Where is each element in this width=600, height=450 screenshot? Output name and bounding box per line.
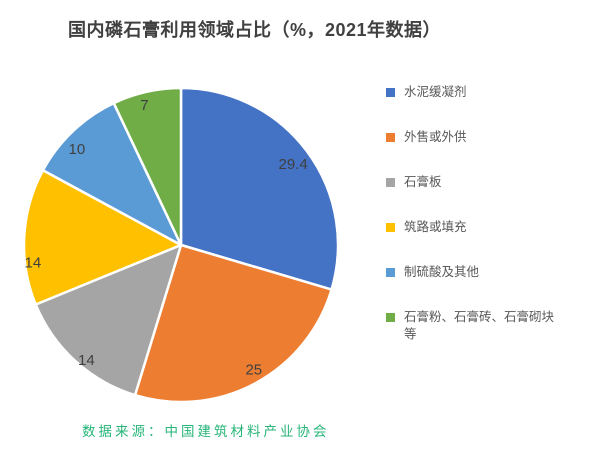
- legend-swatch-icon: [386, 178, 395, 187]
- legend-item-6: 石膏粉、石膏砖、石膏砌块等: [386, 309, 561, 343]
- pie-slice-3: [34, 243, 183, 397]
- legend-item-5: 制硫酸及其他: [386, 264, 561, 281]
- pie-slice-value-5: 10: [69, 141, 86, 158]
- pie-slice-2: [133, 243, 333, 404]
- legend-label: 制硫酸及其他: [404, 265, 480, 279]
- pie-slice-4: [22, 169, 183, 306]
- pie-slice-value-3: 14: [78, 352, 95, 369]
- legend-item-1: 水泥缓凝剂: [386, 84, 561, 101]
- legend-swatch-icon: [386, 223, 395, 232]
- legend-item-2: 外售或外供: [386, 129, 561, 146]
- legend-swatch-icon: [386, 88, 395, 97]
- legend-label: 筑路或填充: [404, 220, 467, 234]
- pie-slice-value-4: 14: [25, 255, 42, 272]
- legend-label: 石膏粉、石膏砖、石膏砌块等: [404, 310, 555, 341]
- pie-slice-value-6: 7: [140, 97, 148, 114]
- pie-slice-1: [179, 86, 340, 291]
- pie-slice-value-2: 25: [245, 361, 262, 378]
- legend: 水泥缓凝剂外售或外供石膏板筑路或填充制硫酸及其他石膏粉、石膏砖、石膏砌块等: [386, 0, 586, 450]
- legend-label: 外售或外供: [404, 130, 467, 144]
- pie-slice-6: [112, 86, 183, 247]
- data-source: 数据来源：中国建筑材料产业协会: [82, 424, 330, 439]
- pie-slice-value-1: 29.4: [278, 156, 307, 173]
- legend-swatch-icon: [386, 133, 395, 142]
- legend-item-4: 筑路或填充: [386, 219, 561, 236]
- legend-swatch-icon: [386, 268, 395, 277]
- chart-title: 国内磷石膏利用领域占比（%，2021年数据）: [68, 20, 442, 40]
- legend-label: 水泥缓凝剂: [404, 85, 467, 99]
- pie-slice-5: [41, 101, 183, 247]
- legend-swatch-icon: [386, 313, 395, 322]
- legend-item-3: 石膏板: [386, 174, 561, 191]
- legend-label: 石膏板: [404, 175, 442, 189]
